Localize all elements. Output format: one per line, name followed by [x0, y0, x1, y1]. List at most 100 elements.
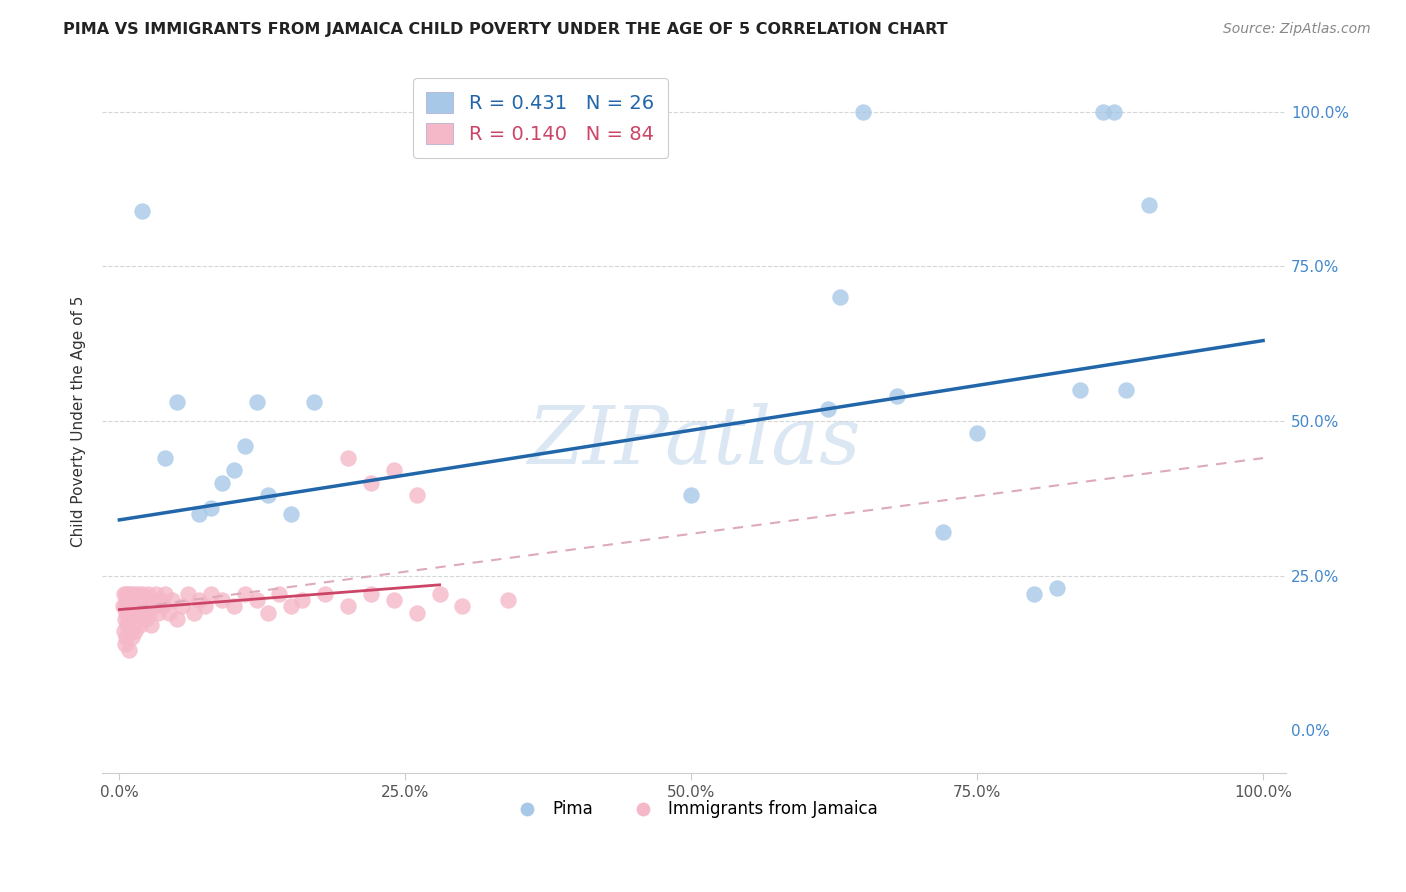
Point: [118, 624, 141, 639]
Legend: Pima, Immigrants from Jamaica: Pima, Immigrants from Jamaica: [503, 794, 884, 825]
Point: [128, 599, 150, 614]
Point: [1046, 581, 1069, 595]
Point: [429, 587, 451, 601]
Point: [194, 599, 217, 614]
Point: [132, 599, 155, 614]
Point: [127, 606, 149, 620]
Point: [828, 290, 851, 304]
Point: [136, 587, 159, 601]
Point: [125, 612, 148, 626]
Point: [122, 587, 145, 601]
Point: [118, 593, 141, 607]
Text: Source: ZipAtlas.com: Source: ZipAtlas.com: [1223, 22, 1371, 37]
Point: [157, 606, 180, 620]
Point: [200, 587, 222, 601]
Point: [360, 475, 382, 490]
Point: [302, 395, 325, 409]
Point: [360, 587, 382, 601]
Point: [129, 618, 152, 632]
Point: [117, 612, 139, 626]
Point: [257, 606, 280, 620]
Text: ZIPatlas: ZIPatlas: [527, 403, 860, 481]
Point: [145, 587, 167, 601]
Point: [117, 587, 139, 601]
Point: [120, 612, 142, 626]
Point: [125, 593, 148, 607]
Point: [121, 631, 143, 645]
Point: [932, 525, 955, 540]
Point: [153, 451, 176, 466]
Point: [121, 593, 143, 607]
Point: [112, 624, 135, 639]
Y-axis label: Child Poverty Under the Age of 5: Child Poverty Under the Age of 5: [72, 295, 86, 547]
Point: [177, 587, 200, 601]
Point: [1104, 104, 1126, 119]
Point: [681, 488, 703, 502]
Point: [148, 606, 170, 620]
Point: [138, 606, 160, 620]
Point: [139, 593, 162, 607]
Point: [134, 593, 156, 607]
Point: [115, 587, 138, 601]
Point: [1069, 383, 1091, 397]
Point: [117, 642, 139, 657]
Point: [886, 389, 908, 403]
Point: [183, 606, 205, 620]
Point: [115, 606, 138, 620]
Point: [496, 593, 519, 607]
Point: [172, 599, 194, 614]
Point: [122, 606, 145, 620]
Point: [211, 593, 233, 607]
Point: [117, 599, 139, 614]
Point: [405, 606, 427, 620]
Point: [120, 599, 142, 614]
Point: [117, 593, 139, 607]
Point: [233, 587, 256, 601]
Point: [1137, 197, 1160, 211]
Point: [114, 637, 136, 651]
Point: [142, 599, 165, 614]
Point: [817, 401, 839, 416]
Point: [117, 618, 139, 632]
Point: [115, 631, 138, 645]
Point: [337, 599, 360, 614]
Point: [135, 599, 157, 614]
Point: [269, 587, 291, 601]
Point: [166, 395, 188, 409]
Point: [1115, 383, 1137, 397]
Point: [382, 593, 405, 607]
Point: [852, 104, 875, 119]
Point: [233, 439, 256, 453]
Point: [211, 475, 233, 490]
Point: [118, 606, 141, 620]
Point: [280, 599, 302, 614]
Point: [122, 618, 145, 632]
Point: [188, 593, 211, 607]
Point: [131, 203, 153, 218]
Point: [129, 593, 152, 607]
Point: [131, 606, 153, 620]
Text: PIMA VS IMMIGRANTS FROM JAMAICA CHILD POVERTY UNDER THE AGE OF 5 CORRELATION CHA: PIMA VS IMMIGRANTS FROM JAMAICA CHILD PO…: [63, 22, 948, 37]
Point: [127, 587, 149, 601]
Point: [1091, 104, 1114, 119]
Point: [337, 451, 360, 466]
Point: [153, 587, 176, 601]
Point: [141, 618, 163, 632]
Point: [188, 507, 211, 521]
Point: [200, 500, 222, 515]
Point: [135, 612, 157, 626]
Point: [382, 463, 405, 477]
Point: [280, 507, 302, 521]
Point: [222, 463, 245, 477]
Point: [966, 426, 988, 441]
Point: [160, 593, 183, 607]
Point: [122, 612, 145, 626]
Point: [257, 488, 280, 502]
Point: [114, 599, 136, 614]
Point: [246, 395, 269, 409]
Point: [451, 599, 474, 614]
Point: [152, 599, 174, 614]
Point: [124, 624, 146, 639]
Point: [112, 587, 135, 601]
Point: [405, 488, 427, 502]
